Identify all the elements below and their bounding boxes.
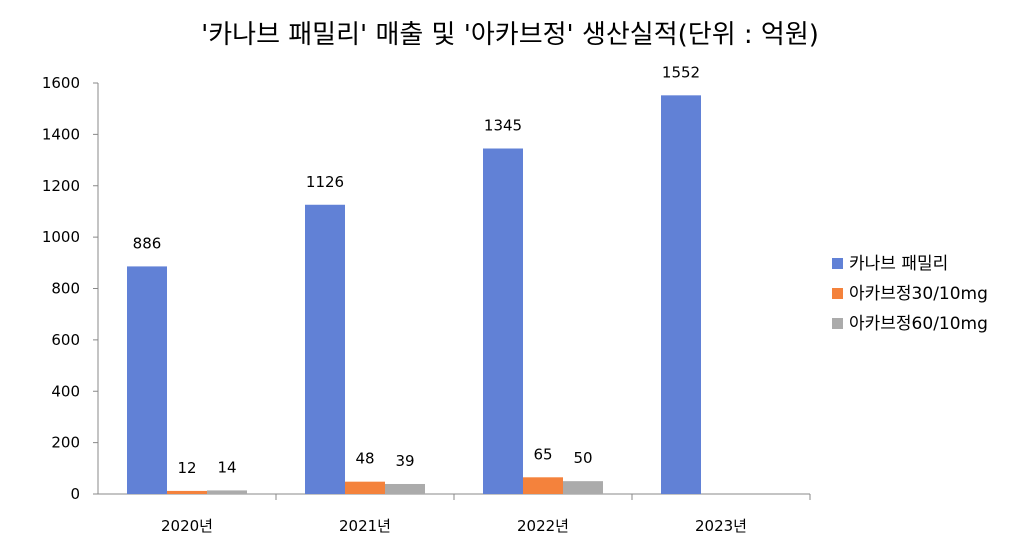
x-tick-label: 2021년	[339, 517, 391, 535]
bar	[207, 490, 247, 494]
y-tick-label: 600	[51, 331, 80, 349]
x-tick-label: 2020년	[161, 517, 213, 535]
legend-label: 아카브정60/10mg	[849, 314, 988, 334]
bar	[523, 477, 563, 494]
y-tick-label: 200	[51, 434, 80, 452]
legend-swatch	[832, 258, 843, 269]
legend-label: 아카브정30/10mg	[849, 284, 988, 304]
y-tick-label: 1400	[42, 125, 80, 143]
bar	[127, 266, 167, 494]
bar	[345, 481, 385, 494]
bar	[483, 148, 523, 495]
y-tick-label: 1000	[42, 228, 80, 246]
bar	[385, 483, 425, 494]
y-tick-label: 0	[70, 485, 80, 503]
bar	[661, 95, 701, 494]
legend-swatch	[832, 318, 843, 329]
data-label: 886	[133, 234, 162, 252]
y-tick-label: 800	[51, 280, 80, 298]
legend-swatch	[832, 288, 843, 299]
bar	[167, 490, 207, 494]
y-tick-label: 1200	[42, 177, 80, 195]
data-label: 65	[533, 445, 552, 463]
data-label: 1552	[662, 63, 700, 81]
x-tick-label: 2022년	[517, 517, 569, 535]
x-tick-label: 2023년	[695, 517, 747, 535]
data-label: 14	[217, 458, 236, 476]
data-label: 39	[395, 452, 414, 470]
bar	[305, 204, 345, 495]
data-label: 1345	[484, 117, 522, 135]
bar	[563, 481, 603, 494]
chart-title: '카나브 패밀리' 매출 및 '아카브정' 생산실적(단위 : 억원)	[201, 20, 819, 50]
data-label: 12	[177, 459, 196, 477]
y-tick-label: 1600	[42, 74, 80, 92]
data-label: 50	[573, 449, 592, 467]
data-label: 1126	[306, 173, 344, 191]
legend-label: 카나브 패밀리	[849, 254, 948, 274]
data-label: 48	[355, 450, 374, 468]
y-tick-label: 400	[51, 382, 80, 400]
